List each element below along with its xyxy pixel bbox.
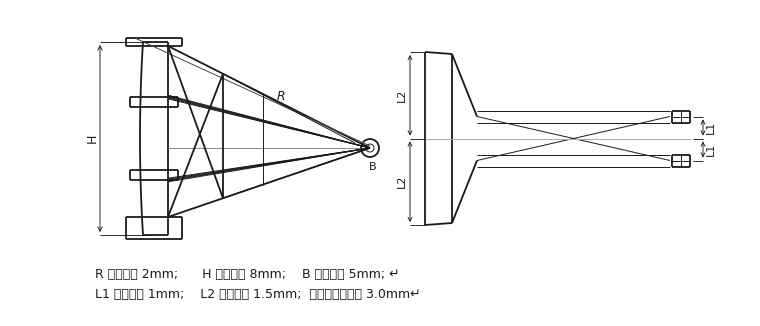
- Text: R: R: [277, 90, 285, 102]
- Text: L1: L1: [706, 143, 716, 156]
- Text: L1 允许偏差 1mm;    L2 允许偏差 1.5mm;  对角线允许偏差 3.0mm↵: L1 允许偏差 1mm; L2 允许偏差 1.5mm; 对角线允许偏差 3.0m…: [95, 288, 420, 301]
- Text: B: B: [369, 162, 377, 172]
- Text: L2: L2: [397, 175, 407, 188]
- Text: R 允许偏差 2mm;      H 允许偏差 8mm;    B 允许偏差 5mm; ↵: R 允许偏差 2mm; H 允许偏差 8mm; B 允许偏差 5mm; ↵: [95, 268, 400, 281]
- Text: L2: L2: [397, 89, 407, 102]
- Text: L1: L1: [706, 121, 716, 134]
- Text: H: H: [85, 134, 99, 143]
